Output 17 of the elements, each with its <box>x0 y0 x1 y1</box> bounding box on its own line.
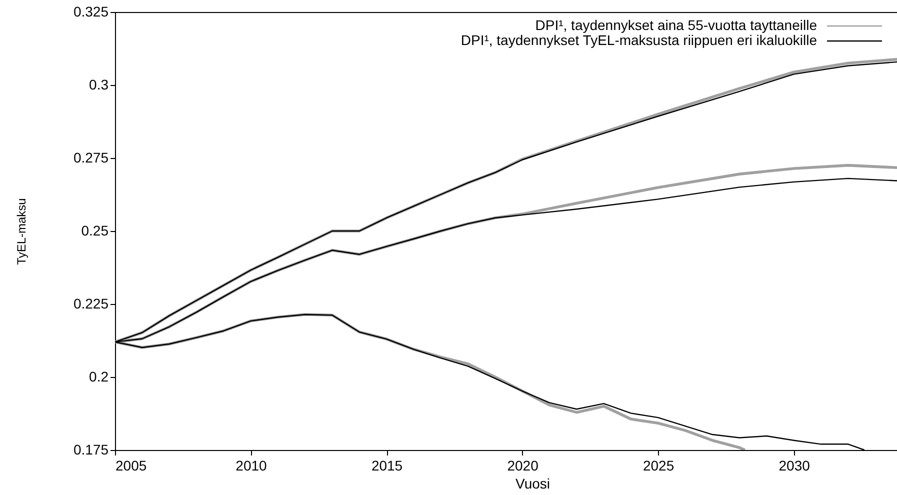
y-tick-label: 0.25 <box>81 222 109 238</box>
x-tick-label: 2015 <box>371 458 403 474</box>
y-tick-label: 0.2 <box>89 368 109 384</box>
y-tick-label: 0.325 <box>73 4 109 20</box>
legend-label: DPI¹, taydennykset aina 55-vuotta tayttaneille <box>535 17 818 33</box>
x-tick-label: 2030 <box>778 458 810 474</box>
x-axis-title: Vuosi <box>516 476 550 492</box>
x-tick-label: 2025 <box>642 458 674 474</box>
y-tick-label: 0.175 <box>73 442 109 458</box>
x-tick-label: 2020 <box>507 458 539 474</box>
y-axis-title: TyEL-maksu <box>14 198 28 265</box>
x-tick-label: 2010 <box>236 458 268 474</box>
x-tick-label: 2005 <box>116 458 147 474</box>
y-tick-label: 0.275 <box>73 150 109 166</box>
y-tick-label: 0.225 <box>73 296 109 312</box>
y-tick-label: 0.3 <box>89 76 109 92</box>
legend-label: DPI¹, taydennykset TyEL-maksusta riippuen eri ikaluokille <box>460 32 818 48</box>
